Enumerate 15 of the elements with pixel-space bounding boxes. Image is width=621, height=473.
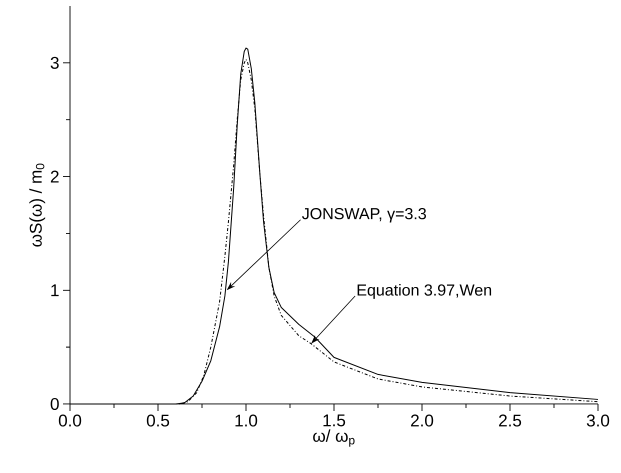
- x-tick-label: 2.5: [499, 414, 522, 427]
- y-tick-label: 0: [50, 398, 59, 410]
- x-tick-label: 2.0: [411, 414, 434, 427]
- x-axis-title: ω/ ω$_{p}$: [313, 429, 355, 447]
- x-tick-label: 1.5: [323, 414, 346, 426]
- annotation: JONSWAP, γ=3.3: [302, 208, 426, 222]
- y-tick-label: 3: [50, 56, 59, 69]
- y-tick-label: 1: [51, 284, 59, 296]
- x-tick-label: 0.0: [58, 414, 82, 427]
- y-axis-title: ωS(ω) / m$_{0}$: [29, 164, 46, 247]
- x-tick-label: 1.0: [235, 414, 258, 427]
- y-tick-label: 2: [50, 170, 59, 182]
- x-tick-label: 3.0: [586, 414, 610, 427]
- x-tick-label: 0.5: [146, 414, 170, 427]
- annotation: Equation 3.97,Wen: [358, 284, 492, 299]
